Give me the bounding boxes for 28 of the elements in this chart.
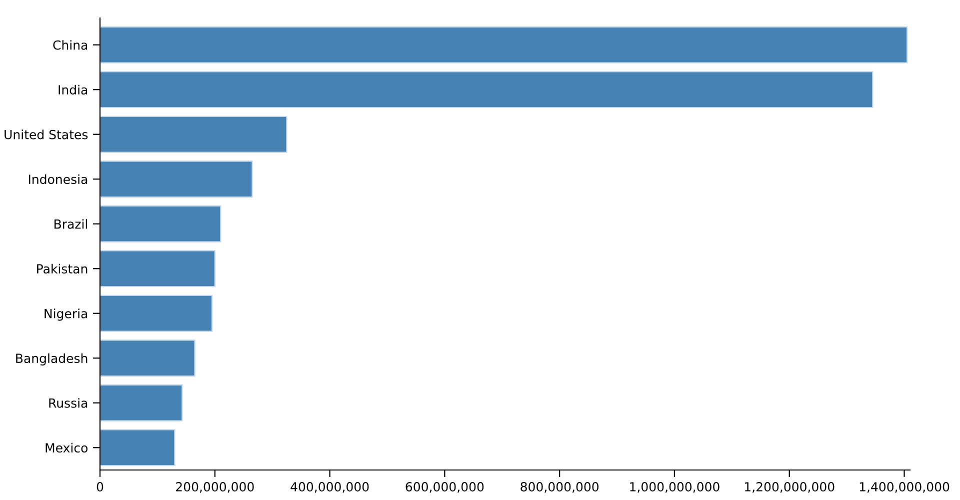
y-tick-label: Pakistan xyxy=(37,264,88,274)
bar xyxy=(100,116,288,153)
x-tick-label: 400,000,000 xyxy=(290,482,369,493)
bar xyxy=(100,429,176,466)
x-tick-label: 1,400,000,000 xyxy=(860,482,950,493)
x-tick-label: 200,000,000 xyxy=(176,482,254,493)
x-tick-label: 1,000,000,000 xyxy=(630,482,720,493)
y-tick-label: Indonesia xyxy=(28,174,88,184)
y-tick-label: China xyxy=(53,40,88,50)
bar xyxy=(100,71,874,108)
bar xyxy=(100,384,183,422)
bar xyxy=(100,340,196,377)
y-tick-label: Brazil xyxy=(54,219,88,229)
bar xyxy=(100,250,216,288)
x-tick-label: 600,000,000 xyxy=(406,482,484,493)
y-tick-label: Mexico xyxy=(46,442,88,453)
y-tick-label: India xyxy=(58,84,88,95)
bar xyxy=(100,205,222,242)
x-tick-label: 0 xyxy=(96,482,104,492)
bar xyxy=(100,26,908,64)
bar xyxy=(100,294,213,332)
y-tick-label: Russia xyxy=(49,398,88,408)
bar xyxy=(100,160,253,198)
y-tick-label: Bangladesh xyxy=(16,353,88,366)
y-tick-label: Nigeria xyxy=(44,308,88,321)
x-tick-label: 800,000,000 xyxy=(520,482,599,493)
x-tick-label: 1,200,000,000 xyxy=(745,482,834,493)
y-tick-label: United States xyxy=(4,130,88,140)
